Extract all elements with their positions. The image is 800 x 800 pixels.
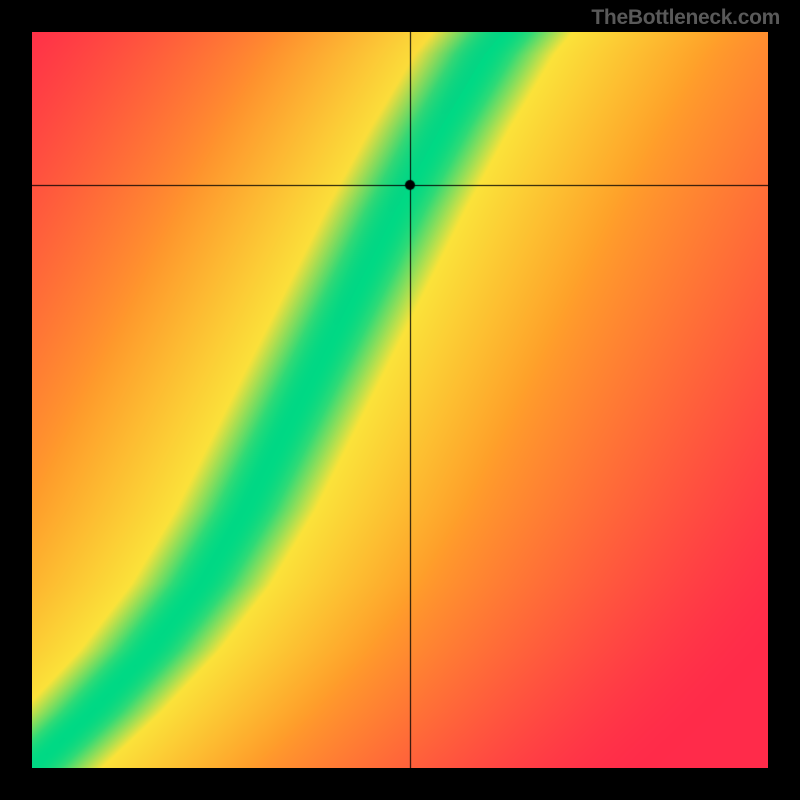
watermark-text: TheBottleneck.com: [591, 6, 780, 30]
bottleneck-heatmap: [32, 32, 768, 768]
